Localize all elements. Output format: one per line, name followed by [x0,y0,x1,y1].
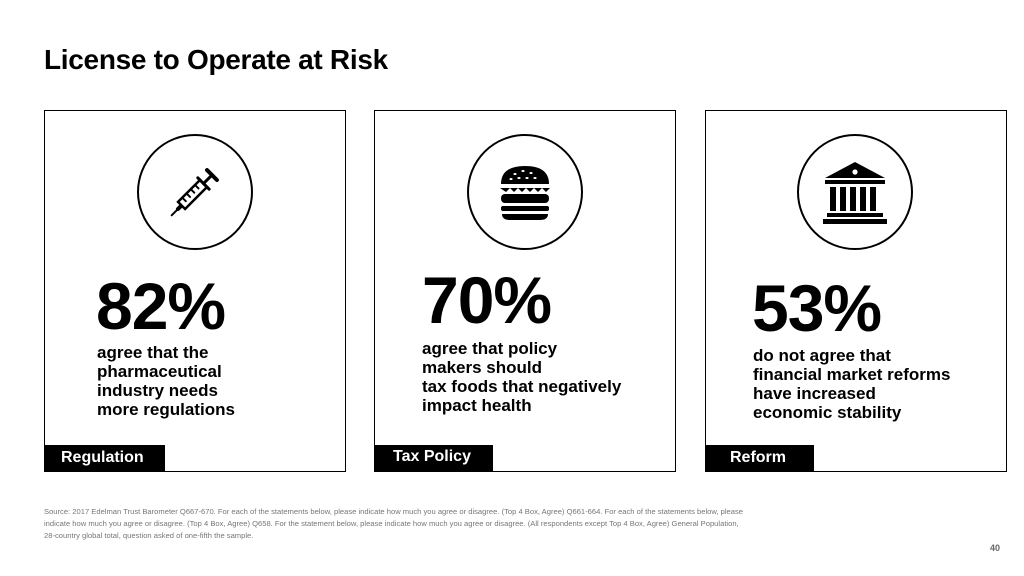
syringe-icon [137,134,253,250]
stat-description: do not agree that financial market refor… [753,346,950,422]
stat-card-reform: 53% do not agree that financial market r… [705,110,1007,472]
stat-card-regulation: 82% agree that the pharmaceutical indust… [44,110,346,472]
stat-description-line: economic stability [753,403,902,422]
page-number: 40 [989,543,1000,553]
stat-description-line: do not agree that [753,346,891,365]
stat-description-line: makers should [422,358,542,377]
category-label: Reform [706,445,814,471]
stat-card-tax-policy: 70% agree that policy makers should tax … [374,110,676,472]
stat-description-line: financial market reforms [753,365,951,384]
stat-description-line: agree that the [97,343,209,362]
stat-percent: 70% [422,263,552,337]
source-footnote: Source: 2017 Edelman Trust Barometer Q66… [44,507,744,540]
stat-description: agree that the pharmaceutical industry n… [97,343,235,419]
stat-description-line: have increased [753,384,876,403]
slide-title: License to Operate at Risk [44,44,388,75]
category-label: Regulation [45,445,165,471]
stat-description-line: impact health [422,396,532,415]
stat-description-line: agree that policy [422,339,558,358]
stat-description-line: tax foods that negatively [422,377,622,396]
burger-icon [467,134,583,250]
stat-description-line: more regulations [97,400,235,419]
stat-description: agree that policy makers should tax food… [422,339,621,415]
stat-percent: 53% [752,271,882,345]
stat-percent: 82% [96,269,226,343]
stat-description-line: pharmaceutical [97,362,222,381]
bank-icon [797,134,913,250]
category-label: Tax Policy [375,445,493,471]
stat-description-line: industry needs [97,381,218,400]
